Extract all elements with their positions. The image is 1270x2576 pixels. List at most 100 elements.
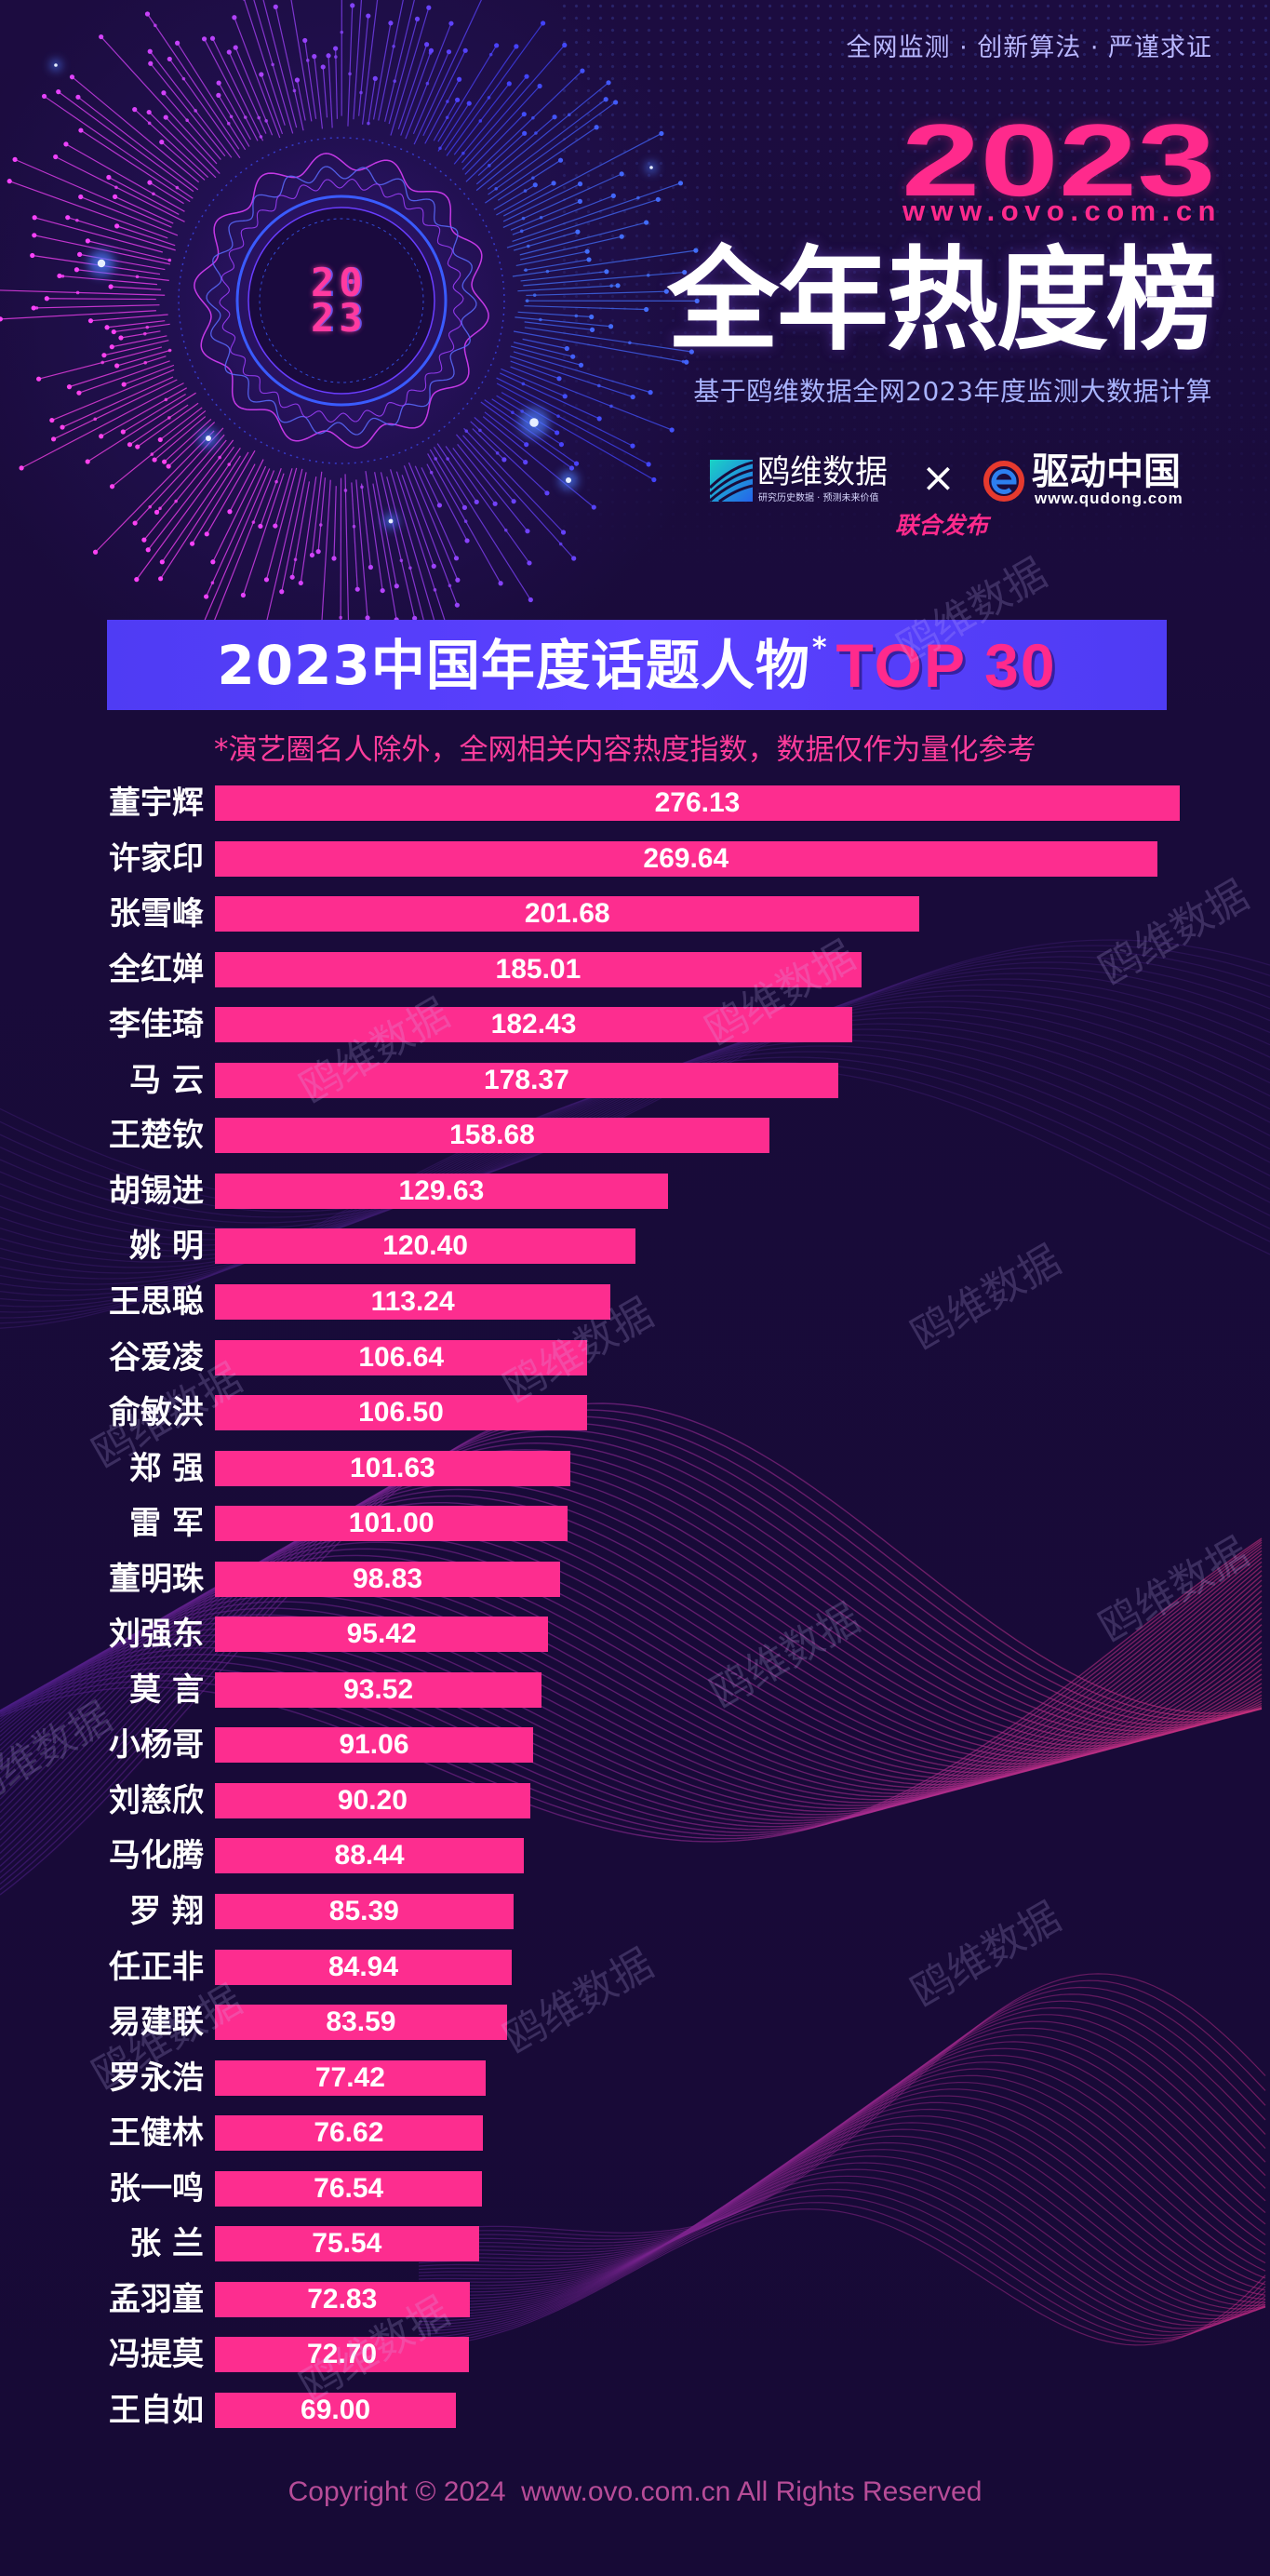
chart-title-banner: 2023中国年度话题人物 * TOP 30	[107, 620, 1167, 710]
qudong-logo-url: www.qudong.com	[1035, 490, 1183, 507]
data-label: 90.20	[337, 1784, 408, 1816]
category-label: 孟羽童	[109, 2280, 204, 2318]
category-label: 姚 明	[129, 1228, 204, 1266]
bar: 90.20	[215, 1782, 530, 1818]
dot-pattern	[558, 0, 1270, 614]
qudong-logo-icon	[983, 461, 1024, 502]
bar: 178.37	[215, 1062, 838, 1098]
tagline: 全网监测 · 创新算法 · 严谨求证	[846, 34, 1212, 62]
chart-title-asterisk: *	[811, 632, 827, 664]
category-label: 易建联	[109, 2004, 204, 2042]
data-label: 120.40	[382, 1230, 468, 1262]
category-label: 罗永浩	[109, 2059, 204, 2097]
bar: 72.70	[215, 2337, 470, 2373]
bar: 185.01	[215, 951, 862, 987]
category-label: 全红婵	[109, 950, 204, 988]
data-label: 75.54	[312, 2228, 382, 2260]
bar: 85.39	[215, 1894, 514, 1929]
bar: 69.00	[215, 2392, 457, 2428]
category-label: 董明珠	[109, 1560, 204, 1598]
data-label: 77.42	[314, 2061, 385, 2093]
bar: 182.43	[215, 1007, 853, 1043]
category-label: 俞敏洪	[109, 1394, 204, 1432]
category-label: 刘强东	[109, 1616, 204, 1654]
data-label: 185.01	[495, 953, 582, 985]
data-label: 83.59	[326, 2006, 396, 2038]
data-label: 72.70	[306, 2339, 378, 2370]
bar: 88.44	[215, 1838, 525, 1874]
category-label: 张一鸣	[109, 2169, 204, 2207]
category-label: 张 兰	[129, 2225, 204, 2263]
owei-logo-slogan: 研究历史数据 · 预测未来价值	[758, 493, 879, 503]
data-label: 101.00	[348, 1508, 434, 1539]
chart-title: 2023中国年度话题人物	[217, 633, 810, 697]
category-label: 任正非	[109, 1948, 204, 1986]
data-label: 269.64	[643, 842, 729, 874]
chart-title-highlight: TOP 30	[836, 630, 1057, 700]
category-label: 小杨哥	[109, 1726, 204, 1764]
category-label: 马 云	[129, 1061, 204, 1099]
data-label: 69.00	[301, 2394, 371, 2425]
data-label: 276.13	[654, 787, 741, 818]
data-label: 93.52	[343, 1673, 414, 1705]
bar: 76.54	[215, 2170, 483, 2207]
category-label: 谷爱凌	[109, 1338, 204, 1376]
bar: 77.42	[215, 2059, 486, 2096]
data-label: 98.83	[353, 1563, 423, 1594]
data-label: 88.44	[334, 1840, 405, 1872]
data-label: 76.54	[314, 2172, 384, 2204]
data-label: 201.68	[524, 898, 610, 930]
category-label: 王自如	[109, 2391, 204, 2429]
bar: 106.64	[215, 1339, 588, 1375]
data-label: 95.42	[346, 1618, 417, 1650]
chart-note: *演艺圈名人除外，全网相关内容热度指数，数据仅作为量化参考	[214, 733, 1036, 767]
data-label: 106.64	[358, 1341, 445, 1373]
bar: 120.40	[215, 1228, 636, 1265]
burst-year-badge: 2023	[311, 260, 368, 341]
category-label: 许家印	[109, 839, 204, 878]
bar: 201.68	[215, 896, 920, 932]
bar: 269.64	[215, 840, 1157, 877]
data-label: 129.63	[398, 1174, 485, 1206]
category-label: 李佳琦	[109, 1006, 204, 1044]
bar: 95.42	[215, 1617, 549, 1653]
bar: 72.83	[215, 2281, 470, 2317]
bar: 113.24	[215, 1283, 611, 1320]
data-label: 113.24	[370, 1285, 455, 1317]
data-label: 72.83	[307, 2283, 378, 2314]
page-subtitle: 基于鸥维数据全网2023年度监测大数据计算	[693, 376, 1212, 407]
category-label: 王楚钦	[109, 1117, 204, 1155]
bar: 83.59	[215, 2005, 507, 2041]
data-label: 178.37	[484, 1064, 569, 1095]
footer-copyright: Copyright © 2024 www.ovo.com.cn All Righ…	[287, 2476, 983, 2507]
qudong-logo-name: 驱动中国	[1032, 450, 1181, 493]
category-label: 郑 强	[129, 1449, 204, 1487]
category-label: 冯提莫	[109, 2336, 204, 2374]
bar: 106.50	[215, 1395, 587, 1431]
bar: 101.00	[215, 1506, 568, 1542]
category-label: 王思聪	[109, 1282, 204, 1321]
partner-separator: ×	[921, 454, 956, 502]
data-label: 85.39	[328, 1896, 399, 1926]
page-title: 全年热度榜	[667, 236, 1218, 366]
category-label: 雷 军	[129, 1505, 204, 1543]
bar: 75.54	[215, 2226, 479, 2262]
bar: 91.06	[215, 1727, 533, 1764]
header-year: 2023	[902, 103, 1216, 218]
category-label: 董宇辉	[109, 785, 204, 822]
data-label: 182.43	[490, 1009, 577, 1040]
bar: 98.83	[215, 1561, 561, 1597]
data-label: 91.06	[339, 1729, 409, 1761]
bar: 276.13	[215, 785, 1180, 821]
data-label: 84.94	[328, 1951, 399, 1982]
bar: 158.68	[215, 1118, 769, 1154]
category-label: 莫 言	[129, 1670, 204, 1709]
website: www.ovo.com.cn	[902, 195, 1222, 227]
joint-release-label: 联合发布	[895, 512, 989, 539]
category-label: 刘慈欣	[109, 1781, 204, 1819]
glow-stars	[50, 60, 657, 529]
bar: 101.63	[215, 1450, 570, 1486]
bar: 93.52	[215, 1671, 542, 1708]
firework-burst	[0, 0, 700, 660]
category-label: 王健林	[109, 2114, 204, 2153]
